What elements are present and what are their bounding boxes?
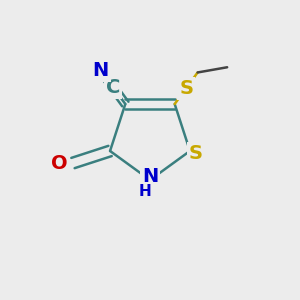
Text: C: C — [106, 77, 120, 97]
Text: O: O — [51, 154, 68, 172]
Text: N: N — [92, 61, 109, 80]
Text: S: S — [179, 79, 193, 98]
Text: S: S — [189, 145, 203, 164]
Text: N: N — [142, 167, 158, 187]
Text: H: H — [139, 184, 152, 199]
